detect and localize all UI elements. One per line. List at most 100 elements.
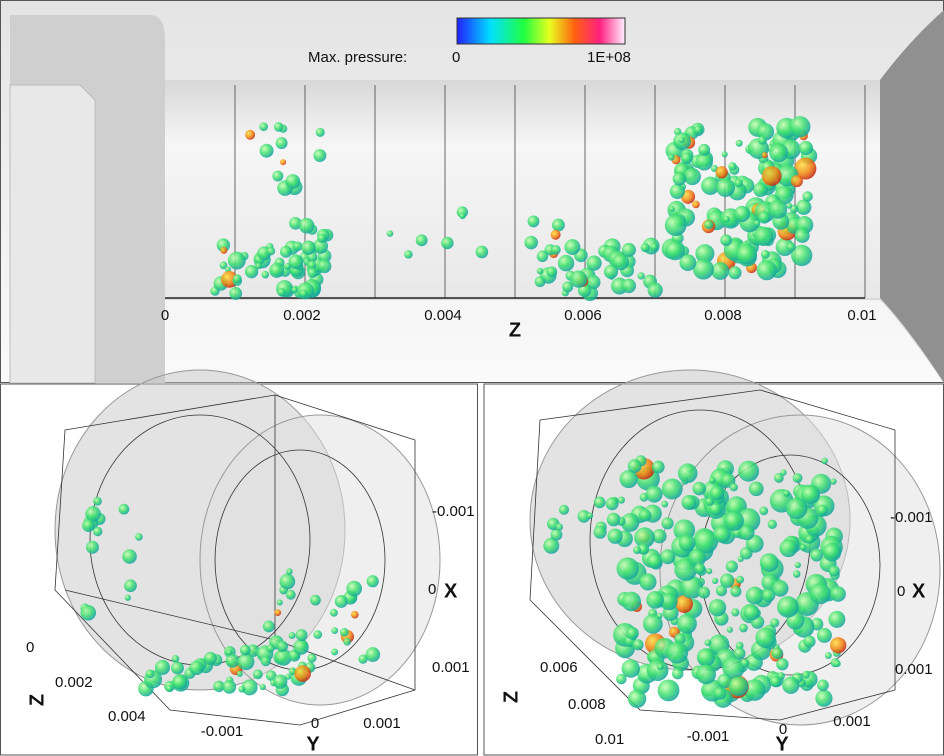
bubble: [335, 595, 348, 608]
bubble: [728, 162, 736, 170]
bubble: [340, 628, 349, 637]
bubble: [677, 614, 697, 634]
bubble: [795, 562, 801, 568]
bubble: [618, 496, 625, 503]
y-axis-title: Y: [775, 733, 789, 755]
y-tick-label: -0.001: [201, 723, 244, 740]
bubble: [259, 122, 268, 131]
z-tick-label: 0.002: [283, 307, 321, 324]
bubble: [669, 206, 675, 212]
bubble: [815, 690, 832, 707]
bubble: [789, 116, 810, 137]
bubble: [782, 677, 799, 694]
z-tick-label: 0.004: [108, 708, 146, 725]
z-tick-label: 0.006: [540, 659, 578, 676]
bubble: [761, 250, 770, 259]
bubble: [793, 570, 801, 578]
bubble: [670, 184, 685, 199]
bubble: [441, 237, 453, 249]
bubble: [786, 203, 792, 209]
bubble: [810, 583, 831, 604]
bubble: [652, 461, 665, 474]
bubble: [226, 649, 232, 655]
bubble: [830, 586, 846, 602]
bubble: [762, 166, 782, 186]
bubble: [528, 215, 540, 227]
y-tick-label: -0.001: [687, 728, 730, 745]
bubble: [746, 587, 764, 605]
bubble: [786, 498, 808, 520]
bubble: [679, 535, 696, 552]
bubble: [692, 482, 705, 495]
bubble: [830, 637, 846, 653]
bubble: [617, 557, 639, 579]
bubble: [301, 240, 315, 254]
z-axis-title: Z: [500, 691, 522, 703]
bubble: [524, 236, 538, 250]
bubble: [665, 214, 687, 236]
bubble: [723, 216, 730, 223]
bubble: [646, 486, 663, 503]
bubble: [558, 255, 574, 271]
bubble: [658, 679, 680, 701]
bubble: [226, 654, 240, 668]
bubble: [346, 581, 362, 597]
bubble: [559, 505, 569, 515]
bubble: [770, 618, 779, 627]
bubble: [122, 549, 137, 564]
bubble: [754, 227, 773, 246]
bubble: [772, 647, 784, 659]
bubble: [146, 669, 155, 678]
bubble: [607, 513, 621, 527]
colorbar: [457, 18, 625, 44]
bubble: [387, 230, 393, 236]
bubble: [537, 268, 544, 275]
bubble: [720, 234, 732, 246]
bubble: [172, 655, 180, 663]
bubble: [551, 230, 561, 240]
bubble: [316, 128, 325, 137]
x-tick-label: -0.001: [432, 503, 475, 520]
bubble: [694, 563, 705, 574]
bubble: [299, 218, 315, 234]
bubble: [124, 579, 137, 592]
bubble: [240, 645, 251, 656]
bubble: [678, 137, 684, 143]
bubble: [622, 279, 636, 293]
bubble: [802, 191, 812, 201]
bubble: [607, 528, 622, 543]
bubble: [661, 501, 668, 508]
bubble: [233, 274, 242, 283]
bubble: [716, 178, 735, 197]
bubble: [694, 126, 702, 134]
bubble: [286, 568, 293, 575]
bubble: [85, 506, 101, 522]
bubble: [662, 478, 683, 499]
bubble: [220, 247, 227, 254]
bubble: [313, 149, 326, 162]
bubble: [828, 611, 845, 628]
bubble: [673, 172, 687, 186]
bubble: [537, 251, 549, 263]
bubble: [739, 624, 748, 633]
bubble: [698, 144, 710, 156]
y-axis-title: Y: [306, 733, 320, 755]
bubble: [834, 660, 841, 667]
bubble: [646, 591, 664, 609]
x-tick-label: 0.001: [432, 659, 470, 676]
y-tick-label: 0.001: [833, 713, 871, 730]
bubble: [365, 647, 380, 662]
bubble: [616, 674, 627, 685]
y-tick-label: 0.001: [363, 715, 401, 732]
bubble: [263, 620, 275, 632]
bubble: [657, 663, 664, 670]
bubble: [684, 168, 701, 185]
colorbar-max: 1E+08: [587, 49, 631, 66]
bubble: [705, 497, 714, 506]
bubble: [279, 574, 295, 590]
bubble: [459, 213, 465, 219]
bubble: [706, 568, 712, 574]
z-axis-title: Z: [26, 694, 48, 706]
bubble: [698, 587, 710, 599]
x-tick-label: 0: [897, 583, 905, 600]
